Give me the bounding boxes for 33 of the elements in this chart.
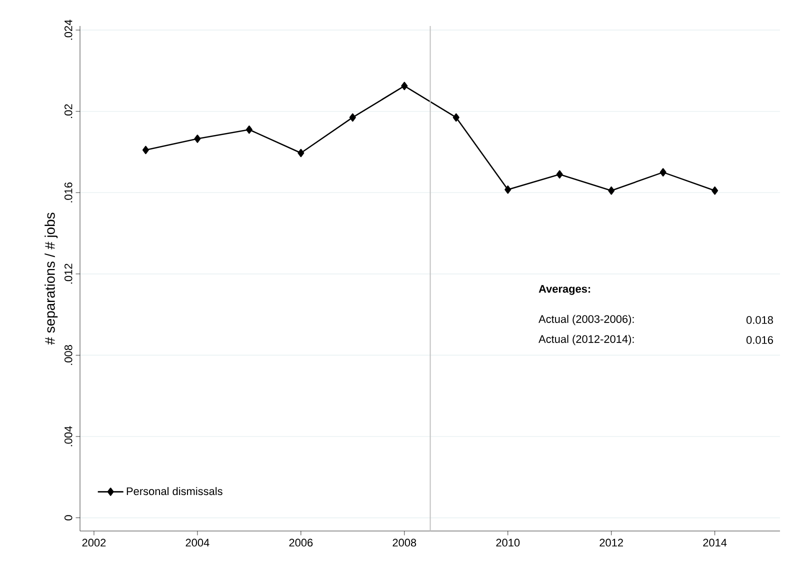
x-tick-label: 2006 <box>289 538 313 547</box>
x-tick-label: 2010 <box>496 538 520 547</box>
x-tick-label: 2004 <box>186 538 210 547</box>
point <box>349 113 356 122</box>
annotation: 0.016 <box>746 336 773 344</box>
y-axis-title: # separations / # jobs <box>44 212 58 345</box>
y-tick-label: .016 <box>64 182 72 202</box>
annotation: Averages: <box>538 285 590 295</box>
point <box>298 148 304 158</box>
x-tick-label: 2008 <box>392 538 416 547</box>
y-tick-label: .012 <box>64 264 72 284</box>
legend-label: Personal dismissals <box>126 487 222 496</box>
x-tick-label: 2012 <box>600 538 623 547</box>
point <box>712 186 718 195</box>
point <box>504 185 512 194</box>
point <box>246 126 252 134</box>
annotation: Actual (2012-2014): <box>538 334 634 346</box>
point <box>452 113 460 122</box>
y-tick-label: .004 <box>64 426 72 446</box>
point <box>401 82 408 90</box>
y-tick-label: .008 <box>64 345 72 365</box>
y-tick-label: .024 <box>64 20 72 40</box>
point <box>194 134 201 143</box>
point <box>608 186 615 195</box>
x-tick-label: 2014 <box>703 538 727 547</box>
y-tick-label: .02 <box>64 104 72 118</box>
annotation: 0.018 <box>746 316 773 324</box>
annotation: Actual (2003-2006): <box>538 314 634 326</box>
point <box>142 146 149 154</box>
point <box>660 168 666 176</box>
x-tick-label: 2002 <box>82 538 106 547</box>
point <box>556 170 563 178</box>
y-tick-label: 0 <box>64 515 72 520</box>
